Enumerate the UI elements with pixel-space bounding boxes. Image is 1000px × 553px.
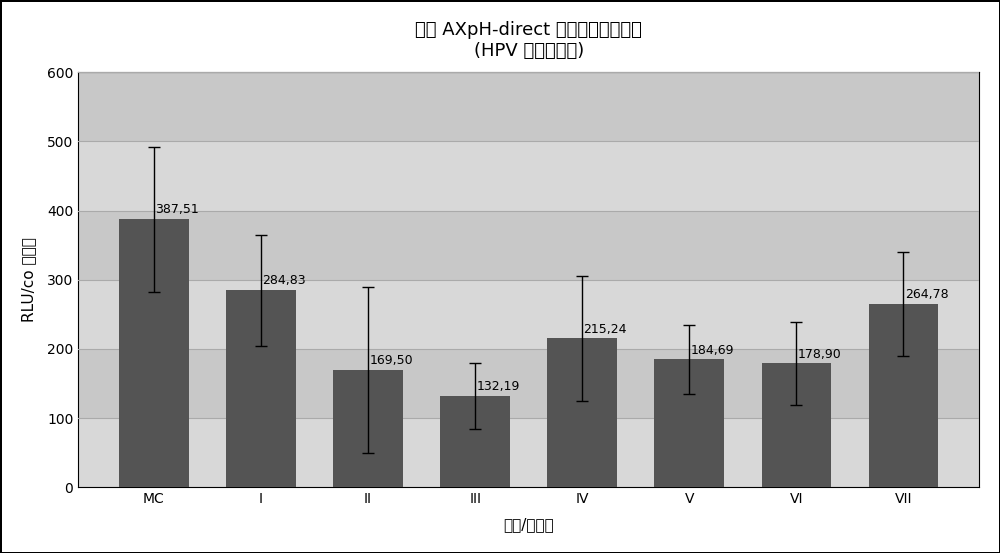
Text: 178,90: 178,90 bbox=[798, 348, 841, 361]
Title: 手动 AXpH-direct 和手动转换的比较
(HPV 阳性临床库): 手动 AXpH-direct 和手动转换的比较 (HPV 阳性临床库) bbox=[415, 21, 642, 60]
Text: 215,24: 215,24 bbox=[584, 322, 627, 336]
Bar bbox=[78, 142, 979, 211]
Text: 284,83: 284,83 bbox=[262, 274, 306, 288]
Bar bbox=[119, 219, 189, 487]
Bar bbox=[547, 338, 617, 487]
Bar bbox=[762, 363, 831, 487]
Bar bbox=[78, 418, 979, 487]
Text: 169,50: 169,50 bbox=[369, 354, 413, 367]
Y-axis label: RLU/co 平均值: RLU/co 平均值 bbox=[21, 237, 36, 322]
Bar bbox=[869, 304, 938, 487]
Bar bbox=[226, 290, 296, 487]
Bar bbox=[333, 370, 403, 487]
Text: 387,51: 387,51 bbox=[155, 204, 199, 216]
Text: 264,78: 264,78 bbox=[905, 288, 948, 301]
Bar bbox=[654, 359, 724, 487]
Bar bbox=[440, 396, 510, 487]
Text: 132,19: 132,19 bbox=[477, 380, 520, 393]
Text: 184,69: 184,69 bbox=[691, 344, 734, 357]
Bar bbox=[78, 280, 979, 349]
X-axis label: 方法/珠类型: 方法/珠类型 bbox=[503, 517, 554, 532]
